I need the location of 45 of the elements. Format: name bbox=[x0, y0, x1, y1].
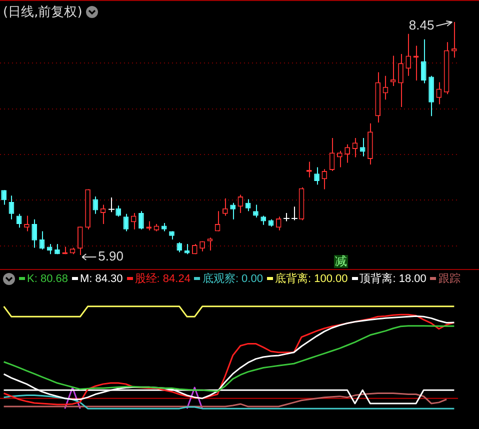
candlestick bbox=[276, 216, 282, 231]
candlestick bbox=[291, 206, 298, 221]
candlestick bbox=[222, 198, 228, 216]
annotation: 5.90 bbox=[98, 248, 124, 264]
legend-label: 顶背离: 18.00 bbox=[360, 272, 426, 286]
candlestick bbox=[420, 38, 426, 84]
candlestick bbox=[337, 150, 342, 168]
legend-label: K: 80.68 bbox=[27, 272, 68, 284]
candlestick bbox=[32, 218, 38, 248]
candlestick bbox=[92, 196, 98, 214]
candlestick bbox=[108, 196, 115, 213]
legend-label: 跟踪 bbox=[438, 272, 460, 286]
candlestick bbox=[245, 198, 251, 212]
chart-title: (日线,前复权) bbox=[3, 4, 82, 21]
candlestick bbox=[329, 138, 335, 172]
annotation: 8.45 bbox=[408, 18, 434, 33]
candlestick bbox=[138, 210, 144, 230]
candlestick bbox=[253, 204, 258, 218]
candlestick bbox=[428, 75, 434, 117]
legend-label: M: 84.30 bbox=[80, 272, 123, 284]
candlestick bbox=[406, 33, 412, 76]
candlestick bbox=[207, 237, 213, 251]
legend-label: 底观察: 0.00 bbox=[202, 272, 263, 286]
legend-label: 底背离: 100.00 bbox=[274, 272, 348, 286]
candlestick bbox=[24, 215, 30, 232]
candlestick bbox=[130, 212, 136, 230]
candlestick bbox=[352, 138, 358, 158]
candlestick bbox=[214, 210, 220, 232]
candlestick bbox=[360, 138, 366, 157]
candlestick bbox=[382, 75, 388, 100]
candlestick bbox=[77, 226, 83, 256]
candlestick bbox=[230, 202, 236, 220]
candlestick bbox=[390, 55, 396, 86]
candlestick bbox=[436, 82, 442, 105]
candlestick bbox=[314, 166, 320, 186]
legend-label: 股经: 84.24 bbox=[134, 272, 190, 286]
candlestick bbox=[46, 244, 52, 255]
candlestick bbox=[16, 213, 22, 228]
candlestick bbox=[8, 195, 14, 220]
candlestick bbox=[322, 168, 328, 190]
candlestick bbox=[1, 190, 6, 206]
candlestick bbox=[398, 53, 404, 108]
candlestick bbox=[260, 215, 266, 226]
candlestick bbox=[123, 213, 129, 232]
annotation: 减 bbox=[334, 254, 348, 268]
